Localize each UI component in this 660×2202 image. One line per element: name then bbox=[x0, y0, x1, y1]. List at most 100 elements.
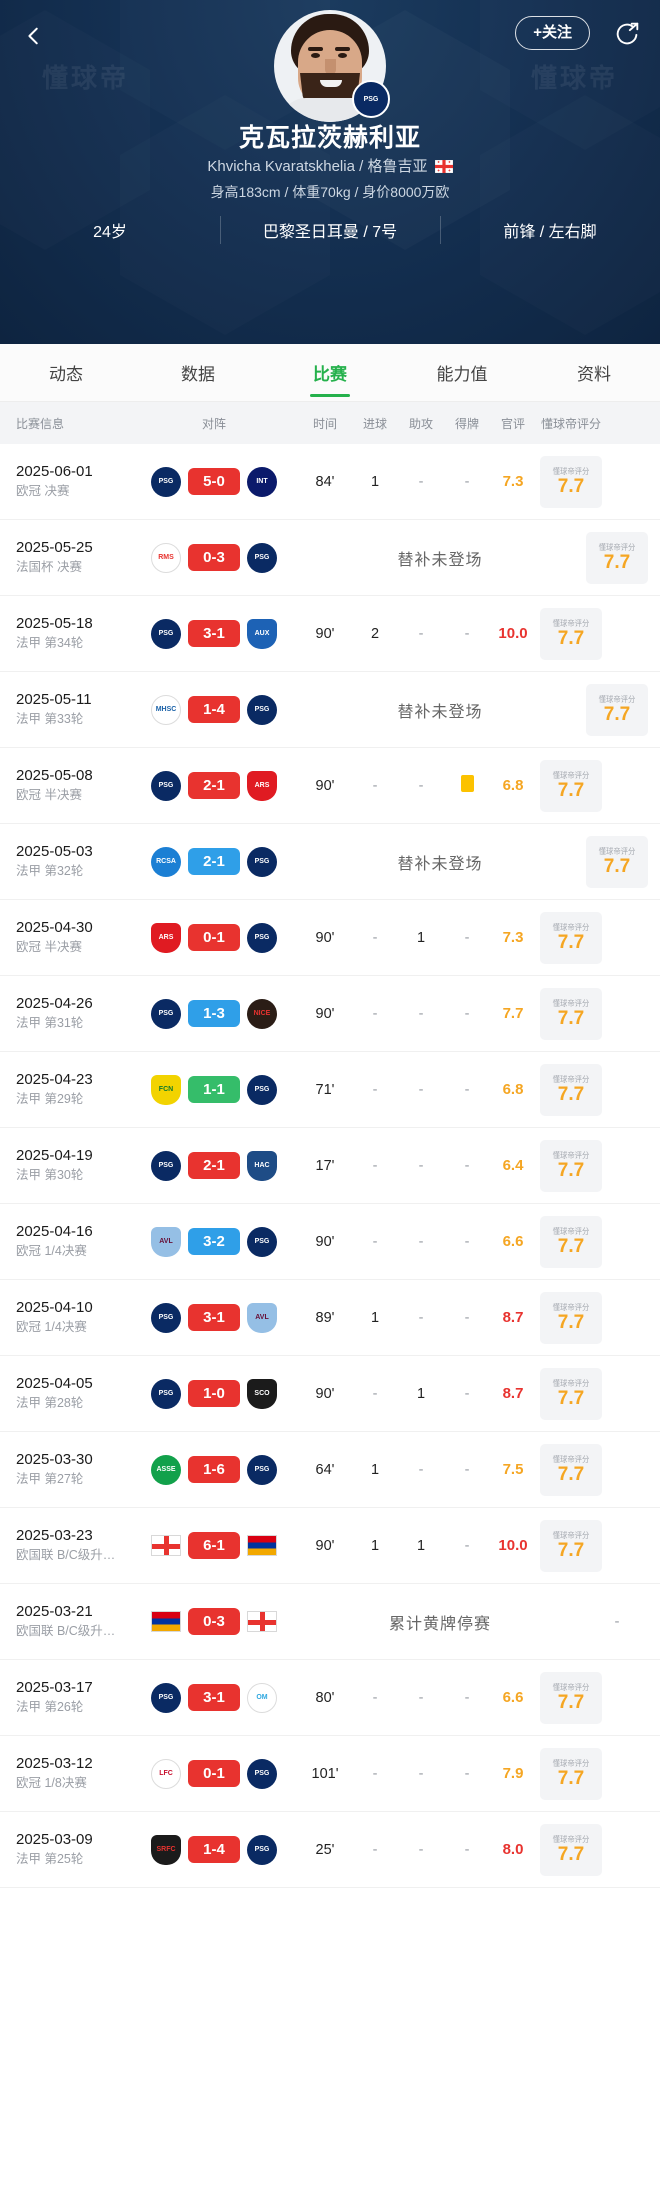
match-row[interactable]: 2025-03-09 法甲 第25轮 SRFC 1-4 PSG 25' - - - 8.0 懂球帝评… bbox=[0, 1812, 660, 1888]
share-button[interactable] bbox=[610, 16, 644, 50]
goals-cell-value: - bbox=[372, 1157, 378, 1174]
tab-ziliao[interactable]: 资料 bbox=[577, 365, 611, 384]
cards-cell: - bbox=[444, 625, 490, 643]
dqd-rating-badge: 懂球帝评分 7.7 bbox=[540, 1291, 602, 1344]
follow-button[interactable]: +关注 bbox=[515, 16, 590, 50]
match-row[interactable]: 2025-04-16 欧冠 1/4决赛 AVL 3-2 PSG 90' - - - 6.6 懂球帝评… bbox=[0, 1204, 660, 1280]
assists-cell-value: - bbox=[418, 625, 424, 642]
match-info-cell: 2025-03-09 法甲 第25轮 bbox=[8, 1830, 130, 1869]
dqd-rating-value: 7.7 bbox=[557, 1007, 585, 1029]
match-row[interactable]: 2025-05-11 法甲 第33轮 MHSC 1-4 PSG 替补未登场 懂球帝评分 7.7 bbox=[0, 672, 660, 748]
official-rating-value: 7.3 bbox=[502, 472, 524, 490]
dqd-rating-label: 懂球帝评分 bbox=[552, 1378, 590, 1388]
dqd-rating-label: 懂球帝评分 bbox=[552, 998, 590, 1008]
official-rating-value: 8.0 bbox=[502, 1840, 524, 1858]
versus-cell: PSG 1-3 NICE bbox=[130, 998, 298, 1029]
minutes-played-cell: 64' bbox=[298, 1461, 352, 1479]
assists-cell: - bbox=[398, 777, 444, 795]
match-row[interactable]: 2025-04-05 法甲 第28轮 PSG 1-0 SCO 90' - 1 - 8.7 懂球帝评分… bbox=[0, 1356, 660, 1432]
match-row[interactable]: 2025-04-23 法甲 第29轮 FCN 1-1 PSG 71' - - - 6.8 懂球帝评分… bbox=[0, 1052, 660, 1128]
team-crest-label: PSG bbox=[151, 1302, 181, 1333]
match-info-cell: 2025-03-30 法甲 第27轮 bbox=[8, 1450, 130, 1489]
assists-cell-value: - bbox=[418, 1309, 424, 1326]
match-row[interactable]: 2025-05-18 法甲 第34轮 PSG 3-1 AUX 90' 2 - - 10.0 懂球帝评… bbox=[0, 596, 660, 672]
match-competition: 法甲 第29轮 bbox=[16, 1092, 84, 1107]
score-badge: 3-1 bbox=[188, 1684, 240, 1711]
versus-cell: 0-3 bbox=[130, 1608, 298, 1635]
minutes-played-cell-value: 25' bbox=[315, 1841, 335, 1858]
match-row[interactable]: 2025-04-10 欧冠 1/4决赛 PSG 3-1 AVL 89' 1 - - 8.7 懂球帝评… bbox=[0, 1280, 660, 1356]
official-rating-value: 7.3 bbox=[502, 928, 524, 946]
match-info-cell: 2025-04-16 欧冠 1/4决赛 bbox=[8, 1222, 130, 1261]
team-crest-label: OM bbox=[247, 1682, 277, 1713]
match-competition: 欧冠 1/4决赛 bbox=[16, 1320, 87, 1335]
versus-cell: FCN 1-1 PSG bbox=[130, 1074, 298, 1105]
dqd-rating-cell: 懂球帝评分 7.7 bbox=[536, 1063, 606, 1116]
match-row[interactable]: 2025-03-12 欧冠 1/8决赛 LFC 0-1 PSG 101' - - - 7.9 懂球帝… bbox=[0, 1736, 660, 1812]
tab-shuju[interactable]: 数据 bbox=[181, 365, 215, 384]
team-crest-label: NICE bbox=[247, 998, 277, 1029]
goals-cell: - bbox=[352, 929, 398, 947]
cards-cell: - bbox=[444, 1537, 490, 1555]
goals-cell-value: 1 bbox=[370, 1537, 380, 1554]
dqd-rating-cell: 懂球帝评分 7.7 bbox=[582, 683, 652, 736]
match-row[interactable]: 2025-03-30 法甲 第27轮 ASSE 1-6 PSG 64' 1 - - 7.5 懂球帝评… bbox=[0, 1432, 660, 1508]
match-row[interactable]: 2025-04-30 欧冠 半决赛 ARS 0-1 PSG 90' - 1 - 7.3 懂球帝评分 7… bbox=[0, 900, 660, 976]
team-crest-label: PSG bbox=[247, 1834, 277, 1865]
match-competition: 欧冠 半决赛 bbox=[16, 940, 82, 955]
match-row[interactable]: 2025-06-01 欧冠 决赛 PSG 5-0 INT 84' 1 - - 7.3 懂球帝评分 7.… bbox=[0, 444, 660, 520]
minutes-played-cell-value: 101' bbox=[311, 1765, 339, 1782]
score-badge: 6-1 bbox=[188, 1532, 240, 1559]
match-row[interactable]: 2025-04-26 法甲 第31轮 PSG 1-3 NICE 90' - - -7.7 懂球帝评… bbox=[0, 976, 660, 1052]
match-date: 2025-03-09 bbox=[16, 1831, 93, 1848]
dqd-rating-cell: 懂球帝评分 7.7 bbox=[536, 1519, 606, 1572]
match-list: 2025-06-01 欧冠 决赛 PSG 5-0 INT 84' 1- -7.3 懂球帝评分 7.… bbox=[0, 444, 660, 1888]
match-row[interactable]: 2025-03-21 欧国联 B/C级升… 0-3 累计黄牌停赛 - bbox=[0, 1584, 660, 1660]
team-crest-icon: AUX bbox=[247, 618, 277, 649]
score-badge: 1-4 bbox=[188, 696, 240, 723]
versus-cell: PSG 2-1 ARS bbox=[130, 770, 298, 801]
tab-nenglizhi[interactable]: 能力值 bbox=[436, 365, 488, 384]
cards-cell-value: - bbox=[464, 1157, 470, 1174]
official-rating-cell: 10.0 bbox=[490, 1537, 536, 1555]
goals-cell: - bbox=[352, 1841, 398, 1859]
dqd-rating-cell: 懂球帝评分 7.7 bbox=[582, 531, 652, 584]
assists-cell: 1 bbox=[398, 1537, 444, 1555]
goals-cell: 1 bbox=[352, 1309, 398, 1327]
match-info-cell: 2025-03-17 法甲 第26轮 bbox=[8, 1678, 130, 1717]
match-row[interactable]: 2025-03-17 法甲 第26轮 PSG 3-1 OM 80' - - - 6.6 懂球帝评分 7… bbox=[0, 1660, 660, 1736]
match-competition: 法甲 第26轮 bbox=[16, 1700, 84, 1715]
minutes-played-cell: 80' bbox=[298, 1689, 352, 1707]
tab-bisai[interactable]: 比赛 bbox=[264, 344, 396, 401]
match-competition: 法甲 第31轮 bbox=[16, 1016, 84, 1031]
tab-dongtai[interactable]: 动态 bbox=[49, 365, 83, 384]
dqd-rating-badge: 懂球帝评分 7.7 bbox=[540, 1139, 602, 1192]
match-date: 2025-06-01 bbox=[16, 463, 93, 480]
match-row[interactable]: 2025-05-03 法甲 第32轮 RCSA 2-1 PSG 替补未登场 懂球帝评分 7.7 bbox=[0, 824, 660, 900]
goals-cell-value: - bbox=[372, 1005, 378, 1022]
cards-cell: - bbox=[444, 1461, 490, 1479]
dqd-rating-cell: 懂球帝评分 7.7 bbox=[536, 1443, 606, 1496]
dqd-rating-label: 懂球帝评分 bbox=[598, 694, 636, 704]
dqd-rating-value: 7.7 bbox=[603, 855, 631, 877]
official-rating-cell: 8.7 bbox=[490, 1309, 536, 1327]
official-rating-value: 7.5 bbox=[502, 1460, 524, 1478]
match-row[interactable]: 2025-05-25 法国杯 决赛 RMS 0-3 PSG 替补未登场 懂球帝评分 7.7 bbox=[0, 520, 660, 596]
team-crest-icon: ARS bbox=[247, 770, 277, 801]
dqd-rating-value: 7.7 bbox=[557, 1159, 585, 1181]
goals-cell: - bbox=[352, 1005, 398, 1023]
back-button[interactable] bbox=[14, 16, 54, 56]
match-row[interactable]: 2025-04-19 法甲 第30轮 PSG 2-1 HAC 17' - - - 6.4 懂球帝评分… bbox=[0, 1128, 660, 1204]
player-avatar[interactable]: PSG bbox=[274, 10, 390, 122]
match-row[interactable]: 2025-05-08 欧冠 半决赛 PSG 2-1 ARS 90' - - 6.8 懂球帝评分 7.… bbox=[0, 748, 660, 824]
match-row[interactable]: 2025-03-23 欧国联 B/C级升… 6-1 90' 1 1 - 10.0 懂球帝评分 7.… bbox=[0, 1508, 660, 1584]
team-flag-icon bbox=[151, 1611, 181, 1632]
team-crest-icon: PSG bbox=[247, 1454, 277, 1485]
team-crest-label: ARS bbox=[151, 922, 181, 953]
goals-cell-value: 1 bbox=[370, 1309, 380, 1326]
cards-cell-value: - bbox=[464, 1765, 470, 1782]
did-not-play-status: 替补未登场 bbox=[397, 703, 483, 721]
dqd-rating-value: 7.7 bbox=[603, 551, 631, 573]
team-crest-icon: PSG bbox=[247, 694, 277, 725]
cards-cell-value: - bbox=[464, 1385, 470, 1402]
